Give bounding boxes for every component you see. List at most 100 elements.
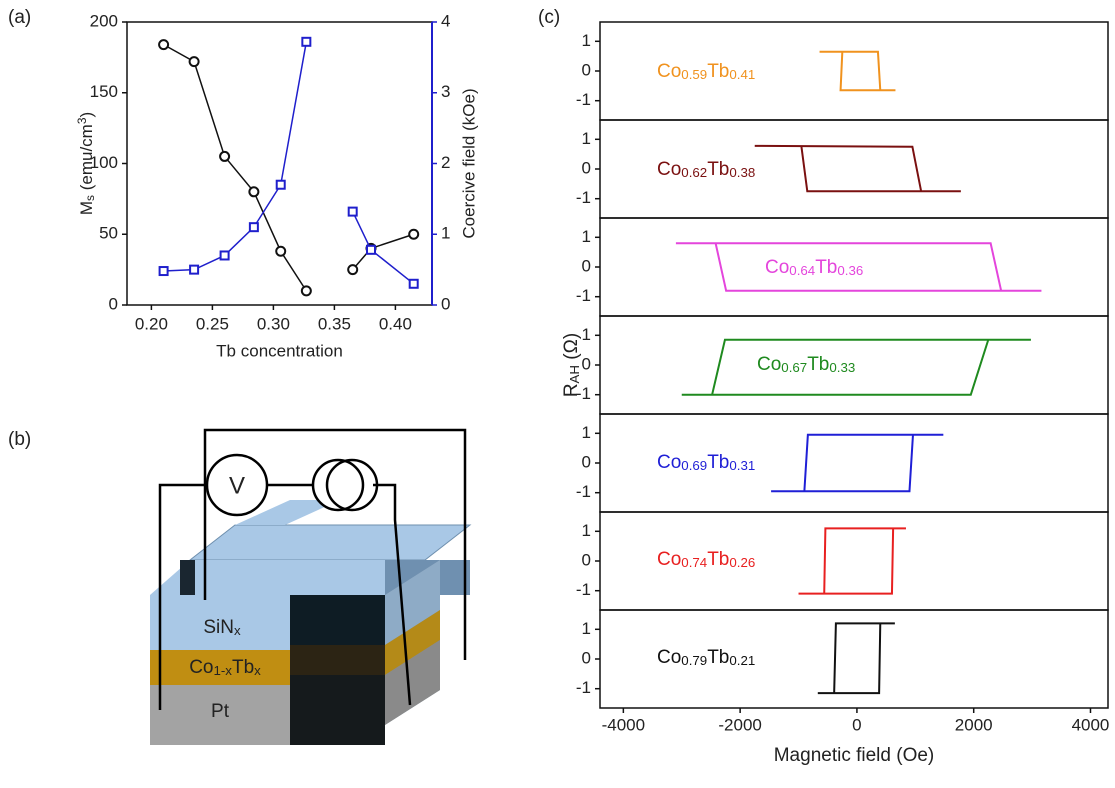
data-point bbox=[189, 264, 200, 275]
cross-top bbox=[235, 500, 340, 525]
series-label-part: Tb bbox=[707, 61, 729, 82]
series-label-part: Co bbox=[657, 647, 681, 668]
hysteresis-loop bbox=[675, 242, 1042, 292]
series-label-part: 0.31 bbox=[729, 458, 755, 473]
series-label-part: Tb bbox=[707, 549, 729, 570]
hysteresis-loop bbox=[681, 338, 1031, 396]
data-point bbox=[248, 222, 259, 233]
y-tick-label: -1 bbox=[576, 384, 591, 403]
series-label-part: Tb bbox=[815, 257, 837, 278]
data-point bbox=[158, 39, 170, 51]
hysteresis-loop bbox=[817, 622, 895, 695]
y-tick-label: -1 bbox=[576, 188, 591, 207]
y-tick-label: 0 bbox=[582, 158, 591, 177]
hysteresis-loop bbox=[798, 527, 906, 595]
data-point bbox=[301, 36, 312, 47]
x-tick-label: 0.35 bbox=[318, 314, 351, 333]
series-label-part: Tb bbox=[707, 452, 729, 473]
y-axis-title-part: R bbox=[561, 383, 582, 397]
panel-label: (b) bbox=[8, 429, 31, 450]
y-tick-label: -1 bbox=[576, 678, 591, 697]
x-tick-label: 0 bbox=[852, 715, 861, 734]
y-axis-title: Ms (emu/cm3) bbox=[75, 112, 97, 215]
y-tick-label: -1 bbox=[576, 482, 591, 501]
data-point bbox=[248, 186, 260, 198]
layer-label: Co1-xTbx bbox=[189, 657, 261, 678]
data-point bbox=[347, 206, 358, 217]
y-axis-title-part: (Ω) bbox=[561, 333, 582, 365]
data-point bbox=[347, 264, 359, 276]
series-label-part: Co bbox=[657, 159, 681, 180]
series-label-part: Tb bbox=[707, 647, 729, 668]
hysteresis-loop bbox=[771, 433, 944, 493]
x-tick-label: 0.25 bbox=[196, 314, 229, 333]
y-tick-label: 0 bbox=[582, 648, 591, 667]
series-label-part: Co bbox=[757, 354, 781, 375]
y-tick-label: 1 bbox=[582, 423, 591, 442]
y-axis-title-part: AH bbox=[567, 365, 582, 383]
y-tick-label: -1 bbox=[576, 90, 591, 109]
x-tick-label: -2000 bbox=[718, 715, 761, 734]
hysteresis-loop bbox=[819, 50, 896, 92]
series-label-part: 0.36 bbox=[837, 263, 863, 278]
series-label: Co0.79Tb0.21 bbox=[657, 647, 755, 668]
series-label: Co0.62Tb0.38 bbox=[657, 159, 755, 180]
series-label: Co0.67Tb0.33 bbox=[757, 354, 855, 375]
series-label-part: Co bbox=[657, 452, 681, 473]
wire bbox=[373, 483, 412, 706]
y-tick-label: 0 bbox=[582, 452, 591, 471]
layer-label-part: SiN bbox=[203, 617, 234, 638]
series-label-part: 0.59 bbox=[681, 67, 707, 82]
series-label-part: 0.21 bbox=[729, 653, 755, 668]
data-point bbox=[275, 245, 287, 257]
data-point bbox=[219, 250, 230, 261]
layer-label-part: Co bbox=[189, 657, 213, 678]
layer-label: Pt bbox=[211, 701, 230, 722]
x-axis-title: Magnetic field (Oe) bbox=[774, 745, 935, 766]
layer bbox=[385, 640, 440, 725]
layer-label-part: Pt bbox=[211, 701, 230, 722]
data-point bbox=[158, 266, 169, 277]
wire bbox=[158, 483, 207, 710]
y2-tick-label: 4 bbox=[441, 11, 450, 30]
layer bbox=[150, 650, 290, 685]
series-label-part: 0.69 bbox=[681, 458, 707, 473]
y-tick-label: 1 bbox=[582, 325, 591, 344]
series-label-part: 0.67 bbox=[781, 360, 807, 375]
y2-tick-label: 1 bbox=[441, 224, 450, 243]
layer-label: SiNx bbox=[203, 617, 241, 638]
x-tick-label: 2000 bbox=[955, 715, 993, 734]
layer-label-part: 1-x bbox=[213, 663, 232, 678]
y2-tick-label: 3 bbox=[441, 82, 450, 101]
data-point bbox=[300, 285, 312, 297]
x-tick-label: 4000 bbox=[1072, 715, 1110, 734]
y-tick-label: -1 bbox=[576, 580, 591, 599]
x-tick-label: 0.20 bbox=[135, 314, 168, 333]
series-label-part: 0.62 bbox=[681, 165, 707, 180]
layer bbox=[150, 685, 290, 745]
voltmeter-label: V bbox=[229, 472, 245, 499]
y-tick-label: 50 bbox=[99, 224, 118, 243]
series-label-part: 0.26 bbox=[729, 555, 755, 570]
series-label-part: 0.41 bbox=[729, 67, 755, 82]
y-tick-label: 0 bbox=[582, 60, 591, 79]
y-tick-label: 1 bbox=[582, 129, 591, 148]
series-label-part: 0.79 bbox=[681, 653, 707, 668]
y-tick-label: 0 bbox=[582, 256, 591, 275]
y-axis-title-part: (emu/cm bbox=[77, 124, 96, 195]
y-tick-label: 100 bbox=[90, 153, 118, 172]
x-axis-title: Tb concentration bbox=[216, 341, 343, 360]
panel-label: (c) bbox=[538, 7, 560, 28]
layer-label-part: x bbox=[234, 623, 241, 638]
y-tick-label: 150 bbox=[90, 82, 118, 101]
y-tick-label: -1 bbox=[576, 286, 591, 305]
data-point bbox=[366, 244, 376, 255]
series-label: Co0.64Tb0.36 bbox=[765, 257, 863, 278]
series-label-part: Co bbox=[657, 61, 681, 82]
x-tick-label: 0.40 bbox=[379, 314, 412, 333]
y-tick-label: 1 bbox=[582, 619, 591, 638]
side bbox=[290, 595, 385, 645]
series-label-part: Tb bbox=[807, 354, 829, 375]
voltmeter bbox=[205, 453, 269, 517]
side bbox=[180, 560, 195, 595]
